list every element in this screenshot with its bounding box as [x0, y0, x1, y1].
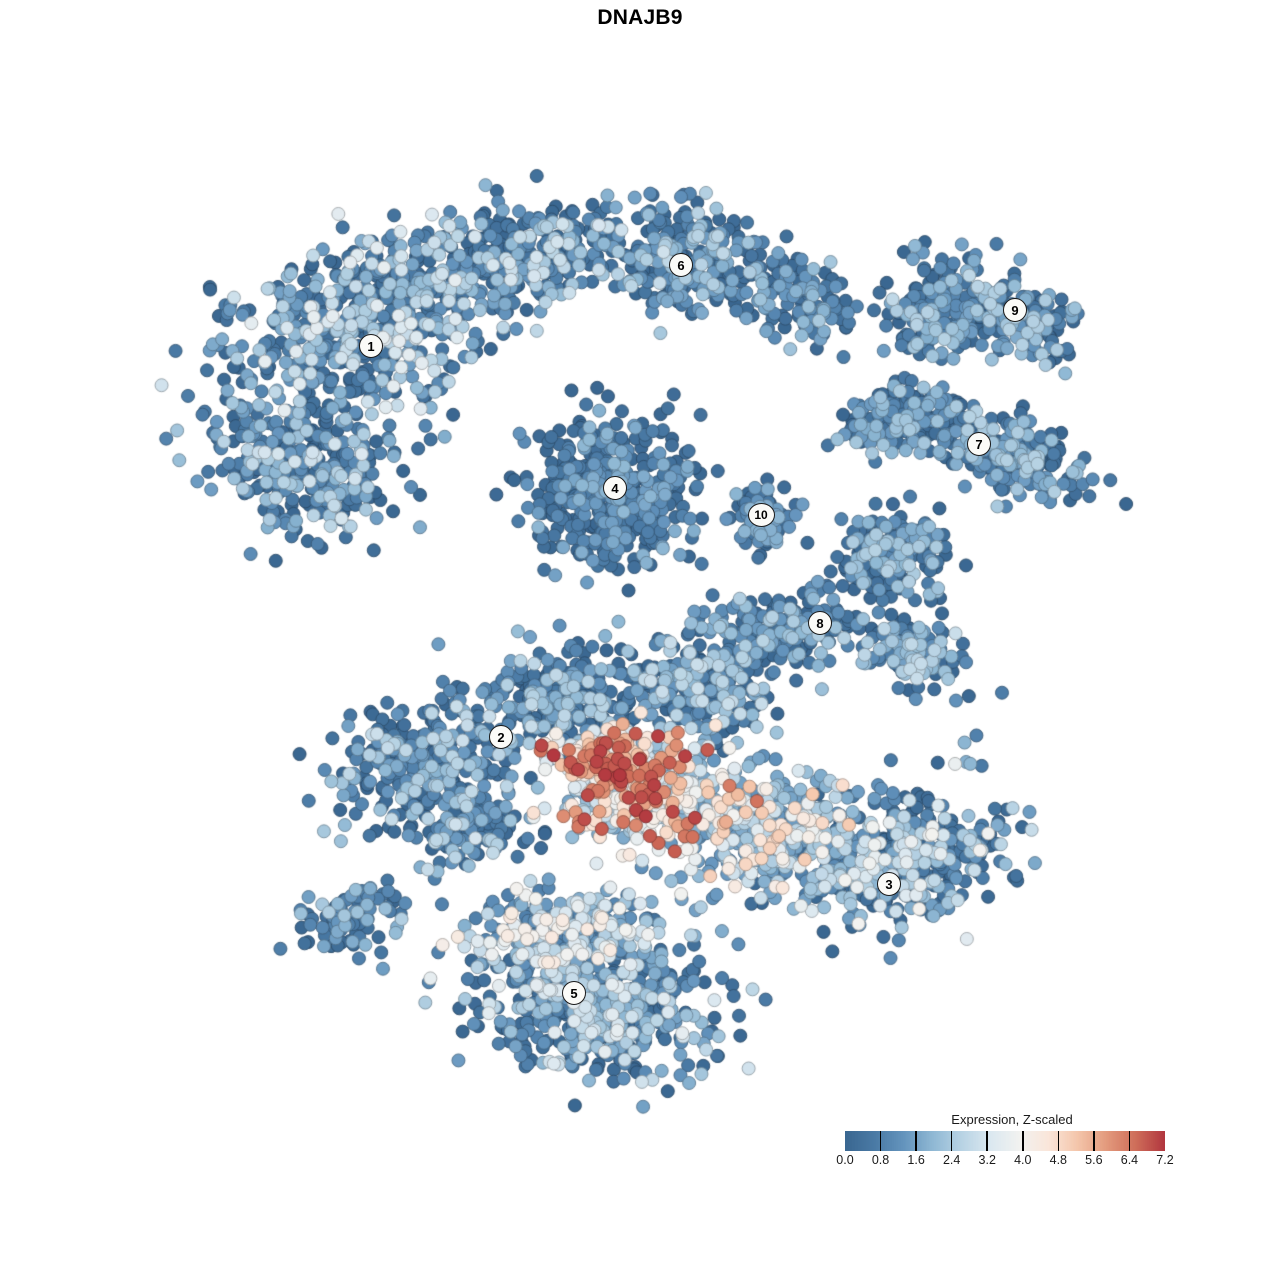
colorbar-tick-label-4.8: 4.8 — [1049, 1153, 1068, 1167]
cluster-label-1[interactable]: 1 — [359, 334, 383, 358]
colorbar-tick-label-1.6: 1.6 — [907, 1153, 925, 1167]
cluster-label-9[interactable]: 9 — [1003, 298, 1027, 322]
cluster-label-3[interactable]: 3 — [877, 872, 901, 896]
cluster-label-10[interactable]: 10 — [747, 503, 775, 527]
colorbar-tick-label-0.0: 0.0 — [836, 1153, 854, 1167]
colorbar-title: Expression, Z-scaled — [951, 1112, 1073, 1127]
cluster-label-4[interactable]: 4 — [603, 476, 627, 500]
colorbar-tick-label-5.6: 5.6 — [1085, 1153, 1103, 1167]
colorbar-bar-wrap — [845, 1131, 1165, 1151]
colorbar-legend: Expression, Z-scaled 0.0 0.8 1.6 2.4 3.2 4.0 4… — [836, 1112, 1180, 1171]
cluster-label-5[interactable]: 5 — [562, 981, 586, 1005]
cluster-label-6[interactable]: 6 — [669, 253, 693, 277]
cluster-label-8[interactable]: 8 — [808, 611, 832, 635]
colorbar-gradient — [845, 1131, 1165, 1151]
colorbar-tick-label-6.4: 6.4 — [1120, 1153, 1139, 1167]
colorbar-tick-label-7.2: 7.2 — [1156, 1153, 1174, 1167]
colorbar-tick-labels: 0.0 0.8 1.6 2.4 3.2 4.0 4.8 5.6 6.4 7.2 — [836, 1153, 1173, 1171]
cluster-label-2[interactable]: 2 — [489, 725, 513, 749]
colorbar-tick-label-4.0: 4.0 — [1014, 1153, 1032, 1167]
colorbar-tick-label-2.4: 2.4 — [942, 1153, 961, 1167]
colorbar-tick-label-3.2: 3.2 — [978, 1153, 996, 1167]
cluster-label-7[interactable]: 7 — [967, 432, 991, 456]
colorbar-tick-label-0.8: 0.8 — [871, 1153, 890, 1167]
